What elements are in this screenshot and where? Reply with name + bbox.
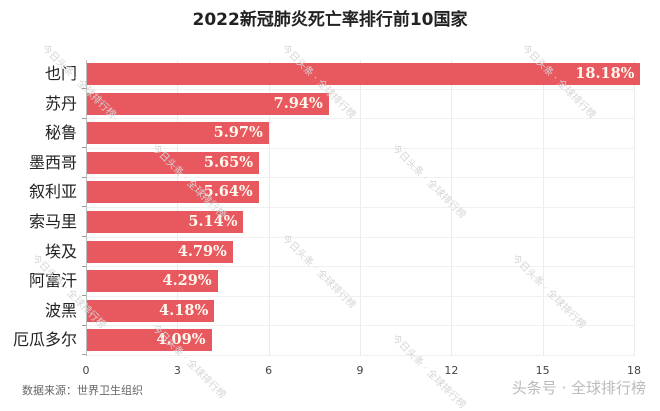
bar-value-label: 5.65% [203, 153, 253, 171]
gridline-y [86, 147, 634, 149]
x-tick-label: 3 [173, 364, 181, 377]
gridline-y [86, 266, 634, 268]
y-axis-line [86, 60, 87, 356]
y-tick-mark [82, 324, 86, 326]
gridline-y [86, 118, 634, 120]
x-tick-label: 12 [444, 364, 459, 377]
gridline-y [86, 88, 634, 90]
gridline-y [86, 236, 634, 238]
gridline-y [86, 207, 634, 208]
y-tick-mark [82, 147, 86, 149]
category-label: 阿富汗 [28, 271, 77, 291]
category-label: 叙利亚 [28, 182, 77, 202]
y-tick-mark [82, 88, 86, 89]
gridline-x [177, 60, 179, 356]
category-label: 波黑 [44, 300, 77, 320]
y-tick-mark [82, 265, 86, 267]
gridline-x [634, 60, 635, 356]
gridline-x [451, 60, 453, 356]
gridline-y [86, 295, 634, 297]
bar-value-label: 5.97% [213, 124, 263, 142]
gridline-x [360, 60, 361, 356]
bar: 5.14% [87, 211, 244, 233]
bar: 5.65% [87, 151, 259, 174]
bar-value-label: 4.18% [159, 301, 209, 319]
x-tick-label: 0 [82, 364, 90, 377]
bar: 4.18% [87, 299, 215, 322]
x-tick-label: 6 [265, 364, 273, 377]
bar-value-label: 4.29% [162, 272, 212, 290]
bar-value-label: 4.79% [177, 242, 227, 260]
bar: 4.79% [87, 240, 233, 263]
bar: 5.97% [87, 122, 269, 145]
bar: 4.09% [87, 329, 212, 352]
x-tick-label: 9 [356, 364, 364, 377]
y-tick-mark [82, 117, 86, 119]
bar-value-label: 4.09% [156, 331, 206, 349]
category-label: 厄瓜多尔 [12, 330, 77, 350]
category-label: 埃及 [44, 241, 77, 261]
plot-area: 18.18% 7.94% 5.97% 5.65% 5.64% 5.14% 4.79% 4.29… [86, 60, 641, 356]
bar-value-label: 18.18% [575, 65, 635, 82]
gridline-y [86, 177, 634, 179]
bar: 4.29% [87, 270, 218, 293]
category-label: 苏丹 [44, 93, 77, 113]
y-tick-mark [82, 354, 86, 356]
gridline-y [86, 325, 634, 327]
bar-value-label: 5.64% [203, 183, 253, 201]
category-label: 也门 [44, 64, 77, 83]
bar: 7.94% [87, 92, 329, 115]
category-label: 秘鲁 [44, 123, 77, 143]
gridline-x [268, 60, 270, 356]
y-tick-mark [82, 206, 86, 208]
gridline-y [86, 355, 634, 356]
bar: 18.18% [87, 63, 641, 85]
y-tick-mark [82, 176, 86, 178]
data-source-note: 数据来源：世界卫生组织 [22, 384, 143, 397]
category-label: 索马里 [28, 212, 77, 231]
x-tick-label: 15 [535, 364, 550, 377]
y-tick-mark [82, 295, 86, 297]
bar-value-label: 7.94% [273, 94, 323, 112]
gridline-x [542, 60, 544, 356]
x-tick-label: 18 [627, 364, 641, 377]
bar-value-label: 5.14% [188, 213, 238, 230]
brand-watermark: 头条号 · 全球排行榜 [511, 379, 646, 397]
bar: 5.64% [87, 181, 259, 204]
y-tick-mark [82, 236, 86, 237]
chart-title: 2022新冠肺炎死亡率排行前10国家 [192, 10, 468, 30]
category-label: 墨西哥 [28, 152, 77, 172]
